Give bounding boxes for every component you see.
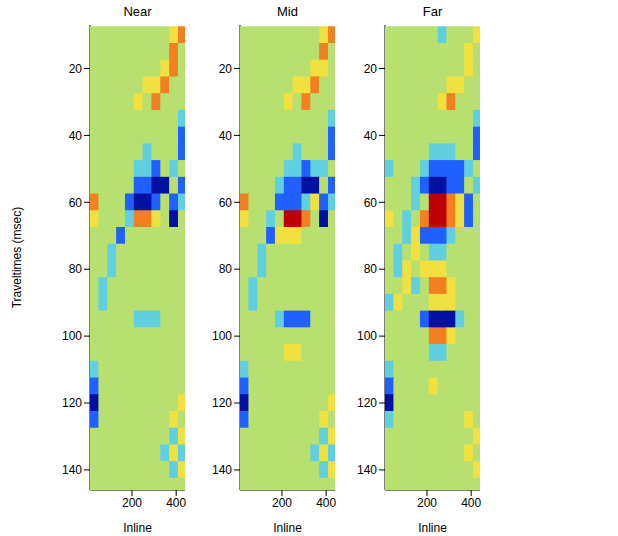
svg-text:20: 20 (69, 62, 83, 76)
svg-text:400: 400 (316, 496, 336, 510)
svg-text:400: 400 (166, 496, 186, 510)
svg-text:100: 100 (62, 329, 82, 343)
svg-text:100: 100 (212, 329, 232, 343)
svg-text:Inline: Inline (418, 521, 447, 535)
svg-text:Traveltimes (msec): Traveltimes (msec) (10, 207, 24, 309)
svg-text:120: 120 (357, 396, 377, 410)
svg-text:140: 140 (62, 463, 82, 477)
svg-text:400: 400 (461, 496, 481, 510)
svg-text:200: 200 (417, 496, 437, 510)
svg-text:20: 20 (364, 62, 378, 76)
svg-text:120: 120 (62, 396, 82, 410)
svg-text:80: 80 (364, 262, 378, 276)
svg-text:40: 40 (364, 129, 378, 143)
svg-text:100: 100 (357, 329, 377, 343)
svg-text:120: 120 (212, 396, 232, 410)
svg-text:40: 40 (219, 129, 233, 143)
svg-text:Inline: Inline (123, 521, 152, 535)
svg-text:200: 200 (122, 496, 142, 510)
svg-text:60: 60 (69, 196, 83, 210)
svg-text:140: 140 (212, 463, 232, 477)
svg-text:80: 80 (219, 262, 233, 276)
svg-text:40: 40 (69, 129, 83, 143)
svg-text:60: 60 (364, 196, 378, 210)
svg-text:Inline: Inline (273, 521, 302, 535)
html-text:Mid: Mid (277, 4, 298, 19)
html-text:Near: Near (123, 4, 152, 19)
html-text:Far: Far (422, 4, 443, 19)
svg-text:60: 60 (219, 196, 233, 210)
svg-text:140: 140 (357, 463, 377, 477)
svg-text:200: 200 (272, 496, 292, 510)
svg-text:20: 20 (219, 62, 233, 76)
svg-text:80: 80 (69, 262, 83, 276)
